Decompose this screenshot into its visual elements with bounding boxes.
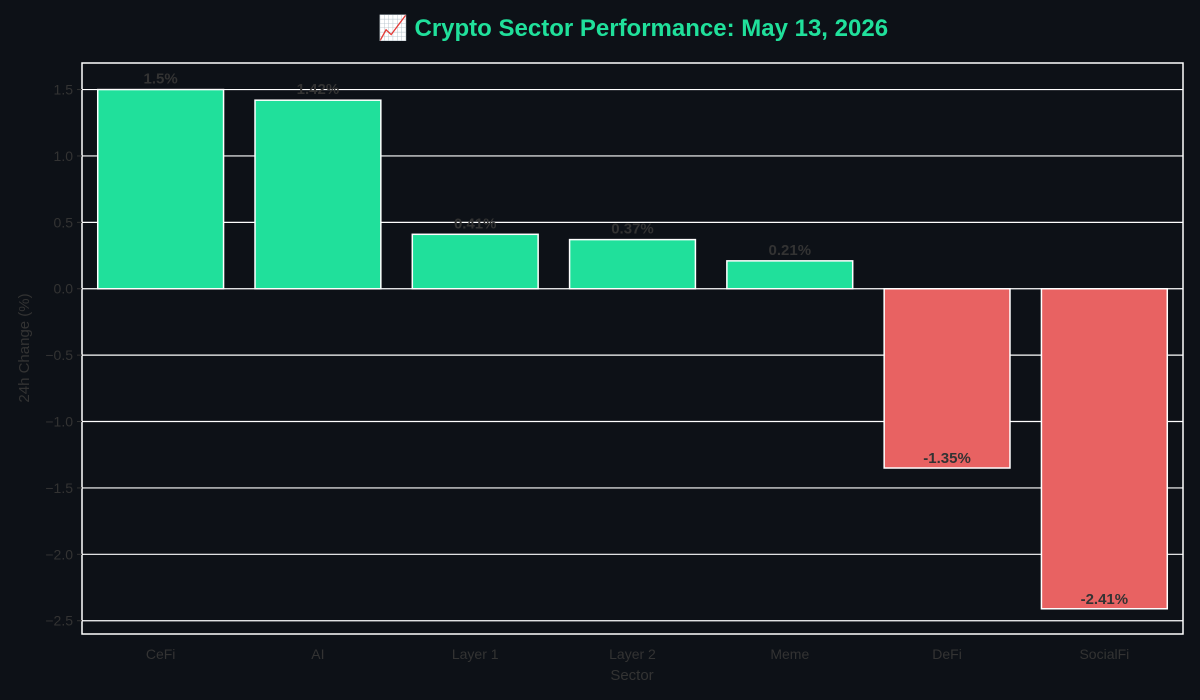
x-tick-label: AI xyxy=(311,646,324,662)
x-tick-label: DeFi xyxy=(932,646,962,662)
data-label: -2.41% xyxy=(1081,591,1129,608)
x-tick-label: Layer 2 xyxy=(609,646,656,662)
y-tick-label: −2.5 xyxy=(45,613,73,629)
y-tick-label: 0.0 xyxy=(54,281,74,297)
x-axis-ticks: CeFi AI Layer 1 Layer 2 Meme DeFi SocialFi xyxy=(146,646,1129,662)
data-labels: 1.5% 1.42% 0.41% 0.37% 0.21% -1.35% -2.41% xyxy=(144,71,1129,608)
y-tick-label: 1.0 xyxy=(54,148,74,164)
data-label: 0.41% xyxy=(454,215,497,232)
y-axis-label: 24h Change (%) xyxy=(16,293,33,402)
bars xyxy=(96,88,1169,610)
bar-defi xyxy=(883,287,1011,469)
data-label: 1.5% xyxy=(144,71,178,88)
x-tick-label: Layer 1 xyxy=(452,646,499,662)
y-axis-ticks: 1.5 1.0 0.5 0.0 −0.5 −1.0 −1.5 −2.0 −2.5 xyxy=(45,82,82,629)
bar-layer-1 xyxy=(411,233,539,290)
data-label: 0.21% xyxy=(769,242,812,259)
data-label: 0.37% xyxy=(611,221,654,238)
y-tick-label: 0.5 xyxy=(54,214,74,230)
x-tick-label: SocialFi xyxy=(1079,646,1129,662)
y-tick-label: −1.5 xyxy=(45,480,73,496)
data-label: -1.35% xyxy=(923,450,971,467)
bar-meme xyxy=(726,260,854,290)
y-tick-label: −0.5 xyxy=(45,347,73,363)
data-label: 1.42% xyxy=(297,81,340,98)
bar-cefi xyxy=(96,88,225,290)
y-tick-label: 1.5 xyxy=(54,82,74,98)
y-tick-label: −1.0 xyxy=(45,414,73,430)
bar-socialfi xyxy=(1040,287,1169,610)
grid-lines xyxy=(82,88,1183,622)
plot-frame xyxy=(81,62,1184,635)
x-tick-label: CeFi xyxy=(146,646,176,662)
chart-title: 📈 Crypto Sector Performance: May 13, 202… xyxy=(378,14,888,42)
bar-layer-2 xyxy=(568,238,697,290)
y-tick-label: −2.0 xyxy=(45,546,73,562)
x-axis-label: Sector xyxy=(610,667,653,684)
bar-ai xyxy=(254,99,382,290)
x-tick-label: Meme xyxy=(770,646,809,662)
